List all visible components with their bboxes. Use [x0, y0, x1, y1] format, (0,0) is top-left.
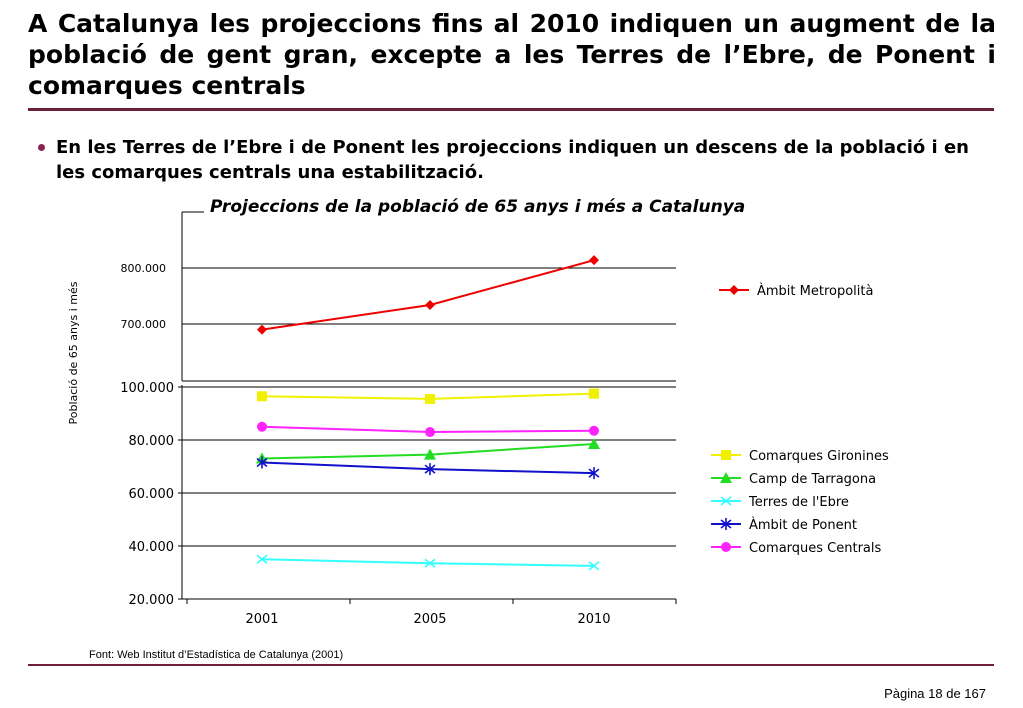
lower-y-tick-label: 60.000	[129, 487, 175, 502]
data-point-comarques-gironines	[257, 391, 267, 402]
legend-entry-ambit-de-ponent: Àmbit de Ponent	[711, 517, 857, 533]
data-point-ambit-de-ponent	[588, 467, 600, 480]
series-comarques-centrals	[257, 421, 599, 438]
data-point-comarques-centrals	[425, 427, 435, 438]
data-point-ambit-de-ponent	[424, 463, 436, 476]
x-tick-label: 2001	[245, 612, 278, 627]
legend-label-camp-de-tarragona: Camp de Tarragona	[749, 472, 876, 487]
title-divider	[28, 108, 994, 111]
legend-marker-camp-de-tarragona	[720, 472, 732, 483]
data-point-comarques-gironines	[589, 388, 599, 399]
data-point-ambit-metropolita	[257, 324, 267, 335]
series-line-ambit-metropolita	[261, 259, 595, 331]
series-camp-de-tarragona	[256, 437, 600, 464]
x-tick-label: 2010	[577, 612, 610, 627]
data-point-ambit-metropolita	[589, 255, 599, 266]
lower-y-tick-label: 20.000	[129, 593, 175, 608]
bullet-text: En les Terres de l’Ebre i de Ponent les …	[56, 137, 969, 183]
x-tick-label: 2005	[413, 612, 446, 627]
data-point-camp-de-tarragona	[424, 448, 436, 460]
data-point-ambit-metropolita	[425, 299, 435, 310]
legend-entry-comarques-centrals: Comarques Centrals	[711, 541, 882, 556]
legend-marker-terres-de-l-ebre	[720, 496, 732, 506]
legend-label-ambit-de-ponent: Àmbit de Ponent	[749, 517, 857, 533]
data-point-camp-de-tarragona	[588, 437, 600, 449]
data-point-ambit-de-ponent	[256, 456, 268, 469]
lower-y-tick-label: 80.000	[129, 434, 175, 449]
data-point-comarques-gironines	[425, 393, 435, 404]
upper-y-tick-label: 700.000	[121, 318, 167, 331]
footer-divider	[28, 664, 994, 666]
upper-y-tick-label: 800.000	[121, 262, 167, 275]
data-point-comarques-centrals	[257, 421, 267, 432]
legend-marker-comarques-centrals	[721, 542, 731, 552]
legend-marker-ambit-de-ponent	[720, 518, 732, 530]
legend-entry-camp-de-tarragona: Camp de Tarragona	[711, 472, 876, 487]
legend-entry-comarques-gironines: Comarques Gironines	[711, 449, 889, 464]
legend-label-comarques-centrals: Comarques Centrals	[749, 541, 882, 556]
data-point-terres-de-l-ebre	[424, 558, 436, 568]
legend-entry-terres-de-l-ebre: Terres de l'Ebre	[711, 495, 849, 510]
legend-label-terres-de-l-ebre: Terres de l'Ebre	[748, 495, 849, 510]
series-ambit-metropolita	[257, 255, 599, 335]
data-point-comarques-centrals	[589, 425, 599, 436]
series-comarques-gironines	[257, 388, 599, 404]
data-point-terres-de-l-ebre	[588, 561, 600, 571]
chart-title: Projeccions de la població de 65 anys i …	[210, 197, 746, 217]
data-point-terres-de-l-ebre	[256, 554, 268, 564]
legend-entry-ambit-metropolita: Àmbit Metropolità	[719, 283, 873, 299]
bullet-icon	[38, 144, 45, 151]
legend-label-comarques-gironines: Comarques Gironines	[749, 449, 889, 464]
legend-label-ambit-metropolita: Àmbit Metropolità	[757, 283, 873, 299]
source-note: Font: Web Institut d’Estadística de Cata…	[89, 649, 344, 661]
lower-y-tick-label: 40.000	[129, 540, 175, 555]
legend-marker-comarques-gironines	[721, 450, 731, 460]
series-terres-de-l-ebre	[256, 554, 600, 571]
series-ambit-de-ponent	[256, 456, 600, 480]
slide-title: A Catalunya les projeccions fins al 2010…	[28, 9, 996, 100]
y-axis-label: Població de 65 anys i més	[67, 281, 80, 424]
lower-y-tick-label: 100.000	[120, 381, 174, 396]
legend-marker-ambit-metropolita	[729, 285, 739, 295]
page-number: Pàgina 18 de 167	[884, 686, 986, 701]
